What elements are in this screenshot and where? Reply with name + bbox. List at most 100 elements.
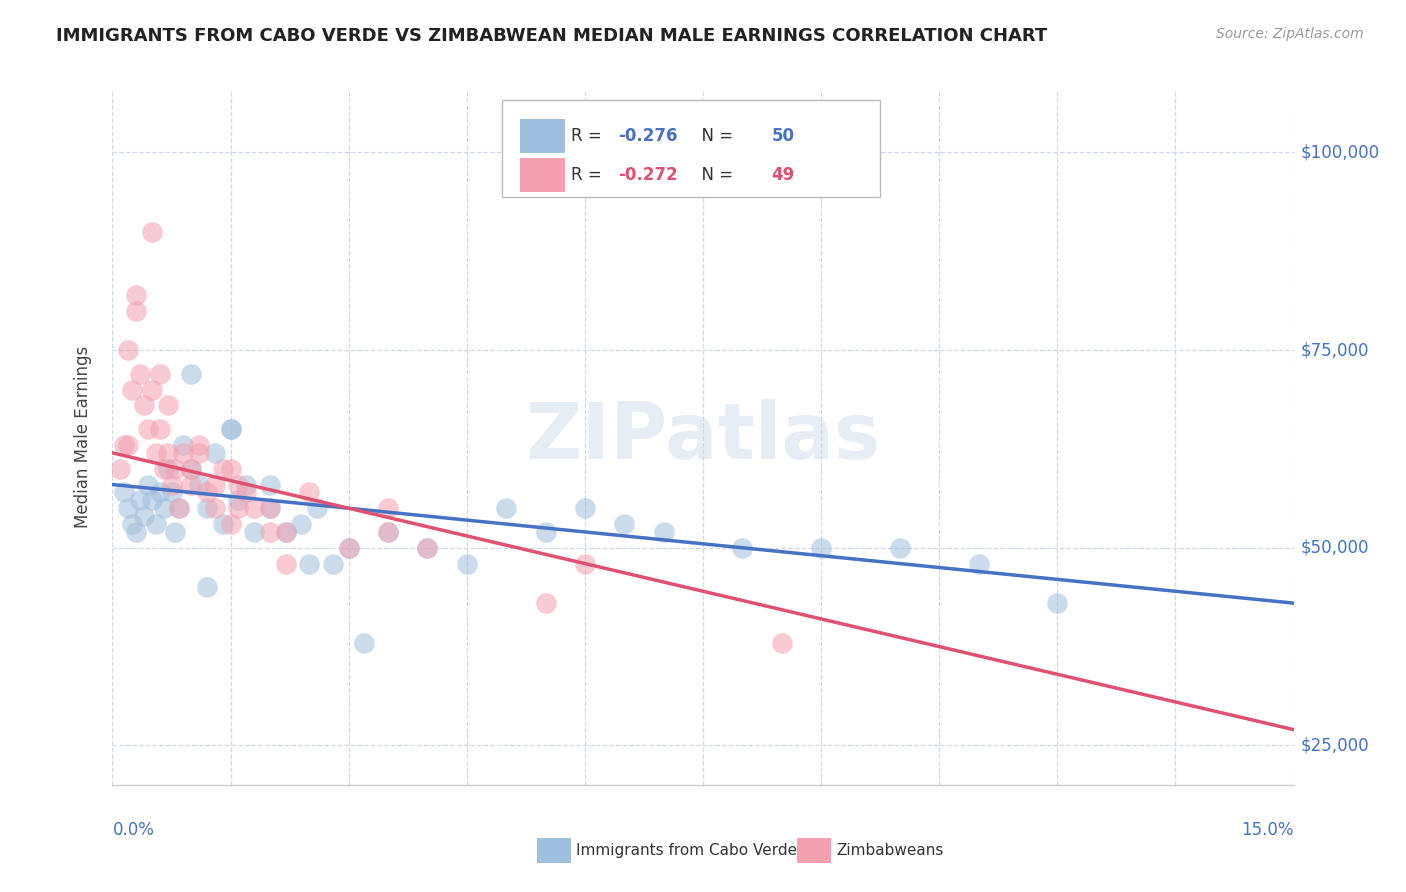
Point <box>132 509 155 524</box>
FancyBboxPatch shape <box>520 159 565 192</box>
Text: $75,000: $75,000 <box>1301 341 1369 359</box>
Point <box>165 461 187 475</box>
Point <box>274 524 297 539</box>
Point <box>298 557 321 571</box>
Point <box>156 446 179 460</box>
Point <box>204 501 226 516</box>
Point <box>377 524 399 539</box>
Point <box>416 541 439 555</box>
Point <box>152 501 174 516</box>
Point <box>180 461 202 475</box>
Point <box>204 477 226 491</box>
Point <box>125 524 148 539</box>
Point <box>259 501 281 516</box>
Text: IMMIGRANTS FROM CABO VERDE VS ZIMBABWEAN MEDIAN MALE EARNINGS CORRELATION CHART: IMMIGRANTS FROM CABO VERDE VS ZIMBABWEAN… <box>56 27 1047 45</box>
Point <box>534 857 557 871</box>
Point <box>136 477 159 491</box>
Point <box>322 557 344 571</box>
Point <box>195 485 218 500</box>
Text: N =: N = <box>692 166 738 184</box>
Point <box>967 557 990 571</box>
Point <box>235 477 257 491</box>
Point <box>652 524 675 539</box>
Text: 15.0%: 15.0% <box>1241 821 1294 838</box>
Point <box>129 367 152 381</box>
Point <box>188 446 211 460</box>
Point <box>160 477 183 491</box>
Point <box>574 557 596 571</box>
Point <box>235 485 257 500</box>
Text: $50,000: $50,000 <box>1301 539 1369 557</box>
Point <box>188 477 211 491</box>
Point <box>125 303 148 318</box>
Point <box>156 399 179 413</box>
Point <box>534 596 557 610</box>
Point <box>290 517 312 532</box>
Text: -0.272: -0.272 <box>619 166 678 184</box>
Point <box>228 501 250 516</box>
Point <box>274 557 297 571</box>
Point <box>574 501 596 516</box>
Text: 50: 50 <box>772 127 794 145</box>
Point <box>180 477 202 491</box>
Point <box>172 438 194 452</box>
Point <box>211 517 233 532</box>
Point <box>243 501 266 516</box>
Point <box>195 580 218 594</box>
Point <box>219 422 242 436</box>
Point <box>770 635 793 649</box>
Point <box>613 517 636 532</box>
Point <box>169 501 191 516</box>
Point <box>180 367 202 381</box>
Text: 0.0%: 0.0% <box>112 821 155 838</box>
Point <box>377 501 399 516</box>
Text: $25,000: $25,000 <box>1301 737 1369 755</box>
Point <box>169 501 191 516</box>
Y-axis label: Median Male Earnings: Median Male Earnings <box>73 346 91 528</box>
Point <box>204 446 226 460</box>
Point <box>228 477 250 491</box>
Point <box>456 557 478 571</box>
Text: N =: N = <box>692 127 738 145</box>
Text: $100,000: $100,000 <box>1301 144 1379 161</box>
Point <box>149 367 172 381</box>
Point <box>889 541 911 555</box>
Point <box>298 485 321 500</box>
Point <box>141 225 163 239</box>
Point <box>121 383 143 397</box>
Point <box>534 524 557 539</box>
Point <box>731 541 754 555</box>
Point <box>243 524 266 539</box>
Point <box>145 517 167 532</box>
Point <box>495 501 517 516</box>
Point <box>188 438 211 452</box>
Point <box>136 422 159 436</box>
Point <box>152 461 174 475</box>
Point <box>165 524 187 539</box>
Point <box>219 422 242 436</box>
Text: -0.276: -0.276 <box>619 127 678 145</box>
Point <box>129 493 152 508</box>
Point <box>141 383 163 397</box>
Point <box>259 477 281 491</box>
Point <box>156 461 179 475</box>
Point <box>195 501 218 516</box>
Point <box>180 461 202 475</box>
Point <box>337 541 360 555</box>
Point <box>145 446 167 460</box>
Point <box>810 541 832 555</box>
FancyBboxPatch shape <box>520 120 565 153</box>
Point <box>259 524 281 539</box>
Point <box>259 501 281 516</box>
Point <box>160 485 183 500</box>
Point <box>149 485 172 500</box>
Text: R =: R = <box>571 166 607 184</box>
Point <box>307 501 329 516</box>
Text: Zimbabweans: Zimbabweans <box>837 844 943 858</box>
Point <box>125 287 148 301</box>
Point <box>228 493 250 508</box>
Point <box>121 517 143 532</box>
Point <box>353 635 375 649</box>
Point <box>416 541 439 555</box>
Point <box>141 493 163 508</box>
